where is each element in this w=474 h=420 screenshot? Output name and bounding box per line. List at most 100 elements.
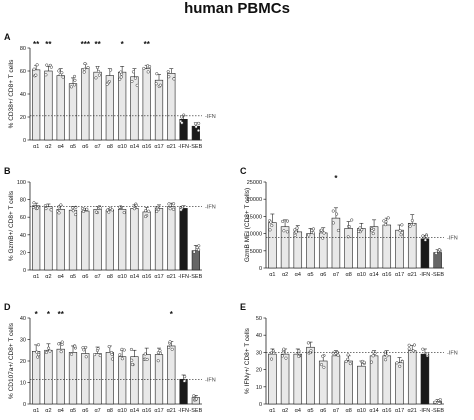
x-tick-label: α2 [282,408,288,414]
data-point [93,353,97,357]
data-point [60,342,64,347]
data-point [72,74,77,78]
panel-label: D [4,302,11,312]
x-tick-label: α14 [369,272,378,278]
bar [68,352,78,405]
y-tick-label: 30 [20,338,26,344]
data-point [168,340,172,344]
y-tick-label: 0 [259,402,262,408]
data-point [59,203,63,207]
x-tick-label: -SEB [189,274,202,280]
x-tick-label: α14 [130,408,139,414]
data-point [194,397,198,401]
data-point [281,219,285,223]
x-tick-label: α16 [382,272,391,278]
y-tick-label: 40 [20,316,26,322]
data-point [155,209,159,213]
significance-mark: ** [58,310,65,319]
figure-title: human PBMCs [184,0,290,17]
data-point [143,352,147,356]
data-point [35,63,39,67]
data-point [282,347,286,351]
x-tick-label: α17 [395,408,404,414]
x-tick-label: α4 [58,144,64,150]
x-tick-label: α16 [142,274,151,280]
bar [44,206,53,271]
data-point [421,347,425,351]
y-tick-label: 0 [23,402,26,408]
x-tick-label: α6 [82,274,88,280]
panel-e: E 0 10 20 30 40 50 % IFNγ+/ CD8+ T cells α1 α2 α4 α… [240,302,458,414]
data-point [180,121,184,125]
data-point [32,67,36,71]
data-point [269,220,273,224]
data-point [74,213,78,217]
data-point [70,352,74,356]
y-tick-label: 10000 [247,232,262,238]
data-point [167,75,171,79]
x-tick-label: -IFN [178,274,189,280]
y-tick-label: 25000 [247,180,262,186]
x-tick-label: α5 [70,144,76,150]
x-tick-label: α10 [357,408,366,414]
data-point [197,121,201,125]
data-point [335,212,339,216]
data-point [311,231,315,235]
significance-mark: * [47,310,51,319]
x-tick-label: α1 [33,144,39,150]
data-point [421,234,425,238]
data-point [336,353,340,357]
data-point [371,231,375,236]
data-point [437,248,442,252]
y-tick-label: 0 [23,268,26,274]
significance-mark: *** [81,40,91,49]
x-tick-label: α7 [333,272,339,278]
data-point [46,346,51,350]
data-point [83,61,87,66]
data-point [81,346,85,350]
data-point [172,202,176,206]
panel-c: C 0 5000 10000 15000 20000 25000 GzmB MFI (CD8+… [240,166,458,278]
data-point [147,209,151,213]
bar [81,210,90,271]
data-point [284,356,288,360]
x-tick-label: α10 [117,408,126,414]
bar [280,353,290,405]
data-point [122,348,126,352]
x-tick-label: α5 [70,408,76,414]
data-point [170,347,174,351]
x-tick-label: α6 [82,144,88,150]
data-point [407,343,411,347]
data-point [306,341,310,345]
bar [32,351,41,405]
data-point [48,349,52,353]
x-tick-label: α7 [333,408,339,414]
data-point [72,83,76,87]
x-tick-label: α4 [295,272,301,278]
y-tick-label: 0 [23,138,26,144]
data-point [135,83,139,87]
x-tick-label: α17 [154,274,163,280]
data-point [71,209,75,213]
y-tick-label: 20 [20,250,26,256]
data-point [322,231,326,235]
data-point [44,207,48,211]
data-point [412,222,416,226]
x-tick-label: α10 [117,144,126,150]
bar [179,378,188,405]
bar [331,355,341,405]
x-tick-label: α2 [45,408,51,414]
data-point [309,349,313,353]
data-point [36,343,41,347]
data-point [400,231,404,235]
y-tick-label: 5000 [250,249,262,255]
y-axis-label: % CD38+/ CD8+ T cells [8,59,15,129]
x-tick-label: α7 [94,144,100,150]
reference-line-label: -IFN [205,205,216,211]
significance-mark: ** [33,40,40,49]
x-tick-label: α5 [307,272,313,278]
x-tick-label: -SEB [431,408,444,414]
data-point [350,218,354,222]
data-point [398,364,402,368]
bar [44,70,53,141]
